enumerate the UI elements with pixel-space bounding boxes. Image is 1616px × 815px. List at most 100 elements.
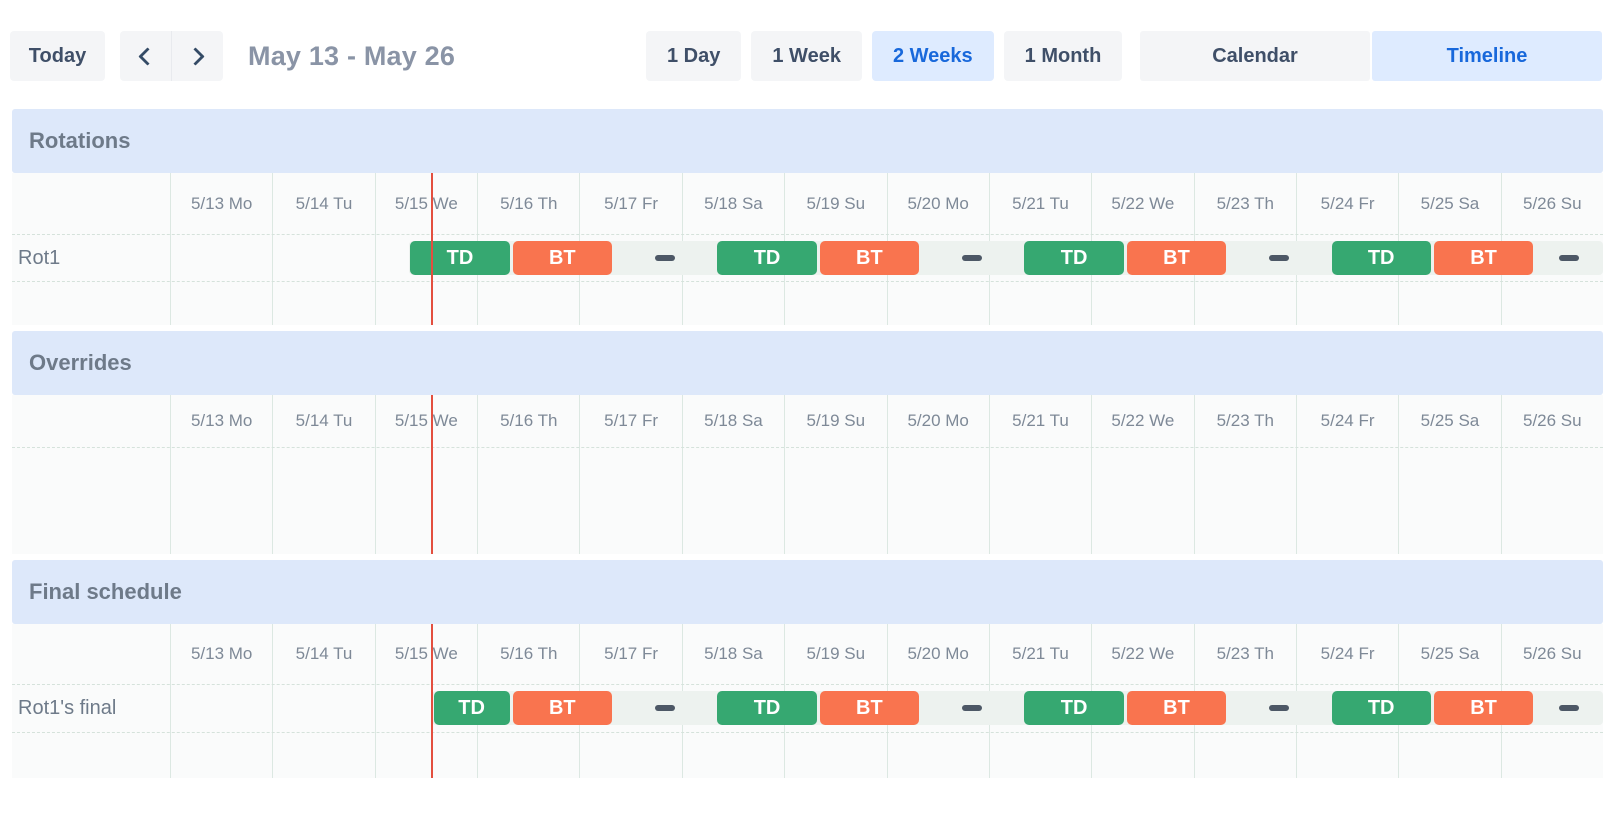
shift-bar-td[interactable]: TD [1024,691,1124,725]
day-column: 5/14 Tu [272,173,374,325]
day-column: 5/13 Mo [170,624,272,778]
section-grid: 5/13 Mo 5/14 Tu 5/15 We 5/16 Th 5/17 Fr 5/18 … [12,624,1603,778]
shift-bar-td[interactable]: TD [1024,241,1124,275]
shift-bar-td[interactable]: TD [717,241,817,275]
shift-bar-bt[interactable]: BT [819,691,920,725]
day-header: 5/14 Tu [295,411,353,430]
day-header: 5/16 Th [500,644,558,663]
shift-bar-td[interactable]: TD [1331,691,1431,725]
day-header: 5/25 Sa [1420,411,1480,430]
day-column: 5/17 Fr [579,395,681,554]
row-divider [12,732,1603,733]
section-title: Overrides [12,331,1603,395]
day-header: 5/24 Fr [1320,411,1375,430]
day-header: 5/25 Sa [1420,194,1480,213]
day-header: 5/21 Tu [1012,194,1069,213]
next-button[interactable] [171,31,223,81]
current-time-indicator [431,624,434,778]
view-option-1-day[interactable]: 1 Day [646,31,742,81]
day-header: 5/24 Fr [1320,194,1375,213]
day-column: 5/16 Th [477,395,579,554]
day-column: 5/20 Mo [886,395,989,554]
day-column: 5/15 We [374,173,477,325]
view-option-1-week[interactable]: 1 Week [751,31,862,81]
day-header: 5/14 Tu [295,194,353,213]
day-header: 5/16 Th [500,411,558,430]
day-column: 5/13 Mo [170,173,272,325]
section-final-schedule: Final schedule 5/13 Mo 5/14 Tu 5/15 We 5/16 … [12,560,1603,778]
day-column: 5/13 Mo [170,395,272,554]
day-header: 5/22 We [1111,194,1175,213]
schedule-sections: Rotations 5/13 Mo 5/14 Tu 5/15 We 5/16 Th 5/1… [0,109,1616,778]
day-header: 5/20 Mo [907,194,969,213]
row-divider [12,447,1603,448]
day-header: 5/19 Su [806,411,866,430]
day-column: 5/26 Su [1500,395,1603,554]
shift-bar-td[interactable]: TD [717,691,817,725]
section-grid: 5/13 Mo 5/14 Tu 5/15 We 5/16 Th 5/17 Fr 5/18 … [12,173,1603,325]
row-divider [12,684,1603,685]
no-coverage-dash [654,254,675,261]
day-header: 5/23 Th [1216,644,1274,663]
shift-bar-bt[interactable]: BT [1126,691,1227,725]
section-overrides: Overrides 5/13 Mo 5/14 Tu 5/15 We 5/16 Th 5/1… [12,331,1603,554]
shift-bar-bt[interactable]: BT [1433,241,1534,275]
no-coverage-dash [961,705,982,711]
day-column: 5/22 We [1091,395,1193,554]
shift-bar-bt[interactable]: BT [512,241,612,275]
day-header: 5/17 Fr [604,194,659,213]
day-header: 5/22 We [1111,411,1175,430]
prev-button[interactable] [120,31,171,81]
row-divider [12,234,1603,235]
day-header: 5/26 Su [1523,194,1582,213]
day-column: 5/18 Sa [681,395,784,554]
shift-bar-bt[interactable]: BT [512,691,612,725]
section-title: Final schedule [12,560,1603,624]
calendar-timeline-switch: Calendar Timeline [1140,31,1602,81]
day-header: 5/25 Sa [1420,644,1480,663]
row-label: Rot1 [18,247,61,269]
day-header: 5/15 We [394,411,458,430]
day-header: 5/17 Fr [604,411,659,430]
day-column: 5/21 Tu [988,395,1091,554]
no-coverage-dash [1268,705,1289,711]
section-rotations: Rotations 5/13 Mo 5/14 Tu 5/15 We 5/16 Th 5/1… [12,109,1603,325]
shift-bar-td[interactable]: TD [433,691,510,725]
day-header: 5/24 Fr [1320,644,1375,663]
shift-bar-bt[interactable]: BT [1126,241,1227,275]
day-column: 5/19 Su [784,395,886,554]
section-title: Rotations [12,109,1603,173]
day-header: 5/21 Tu [1012,411,1069,430]
day-header: 5/16 Th [500,194,558,213]
mode-option-timeline[interactable]: Timeline [1372,31,1602,81]
chevron-left-icon [138,46,157,66]
day-header: 5/23 Th [1216,194,1274,213]
today-button[interactable]: Today [10,31,105,81]
date-range-title: May 13 - May 26 [248,40,456,71]
day-header: 5/22 We [1111,644,1175,663]
day-header: 5/23 Th [1216,411,1274,430]
day-header: 5/18 Sa [704,411,763,430]
day-header: 5/13 Mo [190,411,253,430]
day-header: 5/15 We [394,644,458,663]
day-column: 5/14 Tu [272,395,374,554]
day-header: 5/19 Su [806,194,866,213]
shift-bar-bt[interactable]: BT [1433,691,1534,725]
view-option-2-weeks[interactable]: 2 Weeks [871,31,994,81]
shift-bar-td[interactable]: TD [1331,241,1431,275]
day-column: 5/24 Fr [1295,395,1398,554]
day-header: 5/18 Sa [704,644,763,663]
day-header: 5/19 Su [806,644,866,663]
chevron-right-icon [186,46,205,66]
date-nav-group [120,31,223,81]
day-column: 5/15 We [374,624,477,778]
row-label: Rot1's final [18,697,117,719]
no-coverage-dash [1558,705,1579,711]
view-option-1-month[interactable]: 1 Month [1003,31,1123,81]
shift-bar-td[interactable]: TD [410,241,510,275]
shift-bar-bt[interactable]: BT [819,241,920,275]
mode-option-calendar[interactable]: Calendar [1140,31,1370,81]
day-header: 5/13 Mo [190,644,253,663]
no-coverage-dash [961,254,982,261]
day-header: 5/14 Tu [295,644,353,663]
